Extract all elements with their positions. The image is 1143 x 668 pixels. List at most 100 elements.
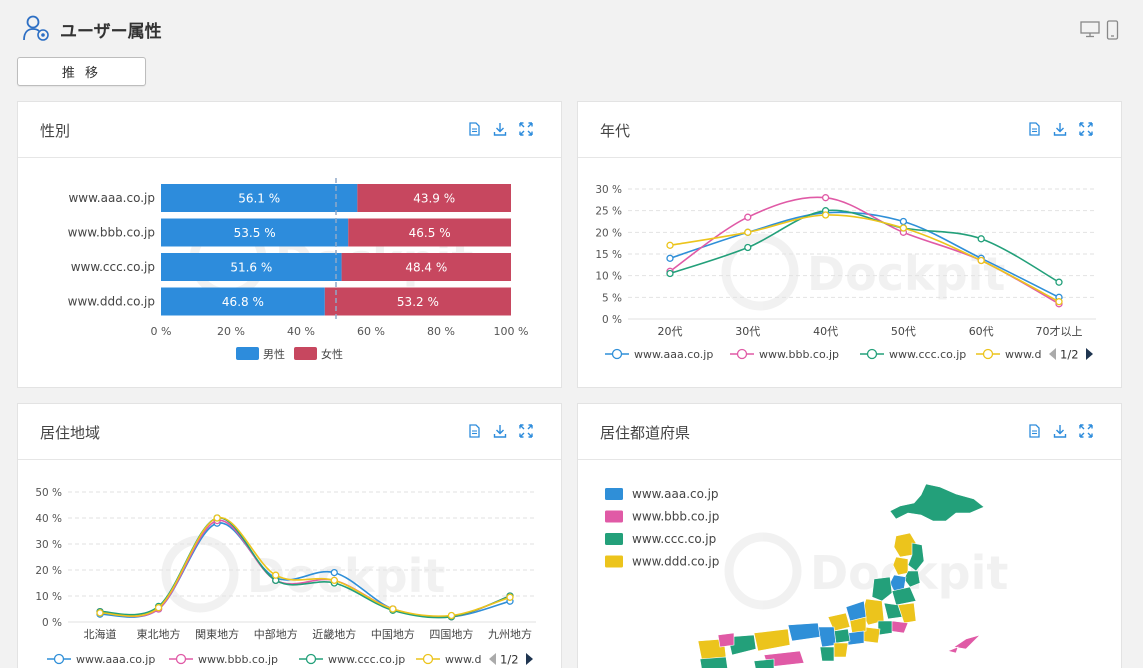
legend-item[interactable]: www.ccc.co.jp [299,653,405,666]
download-icon[interactable] [1053,424,1067,438]
bar-segment[interactable] [161,184,358,212]
legend-swatch[interactable] [236,347,259,360]
bar-segment[interactable] [161,218,349,247]
legend-item[interactable]: www.d [416,653,481,666]
hokkaido-region[interactable] [889,483,985,522]
tohoku-fukushima[interactable] [891,586,917,606]
data-point[interactable] [506,593,514,601]
legend-item[interactable]: www.aaa.co.jp [605,487,719,501]
legend-item[interactable]: www.ddd.co.jp [605,555,719,569]
kinki-osaka[interactable] [817,626,837,648]
okinawa-islands[interactable] [947,634,982,654]
document-icon[interactable] [1027,424,1041,438]
data-point[interactable] [899,217,908,226]
data-point[interactable] [330,568,338,577]
data-point[interactable] [744,213,752,221]
expand-icon[interactable] [1079,122,1093,136]
legend-prev-icon[interactable] [1049,348,1056,360]
data-point[interactable] [977,235,985,243]
kyushu-south[interactable] [699,656,728,668]
data-point[interactable] [1055,298,1063,306]
chubu-gifu[interactable] [849,616,867,634]
x-tick-label: 中国地方 [371,627,415,641]
bar-segment[interactable] [324,287,511,316]
kinki-nara[interactable] [833,642,849,658]
bar-segment[interactable] [161,253,342,281]
document-icon[interactable] [1027,122,1041,136]
series-line[interactable] [669,214,1060,303]
page-header: ユーザー属性 [22,14,162,44]
kanto-tokyo[interactable] [889,620,909,634]
data-point[interactable] [389,605,397,613]
data-point[interactable] [666,254,674,262]
y-tick-label: 20 % [595,227,622,239]
expand-icon[interactable] [519,424,533,438]
y-tick-label: 25 % [595,206,622,218]
kinki-wakayama[interactable] [819,646,835,662]
kanto-tochigi[interactable] [883,602,903,620]
data-point[interactable] [666,241,674,249]
legend-item[interactable]: www.d [976,348,1041,361]
chubu-aichi[interactable] [847,630,865,646]
data-point[interactable] [821,211,830,219]
chubu-yamanashi[interactable] [877,620,893,636]
expand-icon[interactable] [519,122,533,136]
data-point[interactable] [744,228,752,236]
data-point[interactable] [447,611,456,620]
bar-segment[interactable] [348,218,511,247]
desktop-icon[interactable] [1080,20,1100,38]
chugoku-shimane[interactable] [727,634,757,656]
legend-item[interactable]: www.aaa.co.jp [47,653,155,666]
legend-item[interactable]: www.aaa.co.jp [605,348,713,361]
bar-segment[interactable] [341,253,511,281]
legend-item[interactable]: www.bbb.co.jp [605,510,719,524]
legend-marker [736,348,748,360]
kinki-shiga[interactable] [833,628,851,644]
data-point[interactable] [744,243,752,252]
series-line[interactable] [99,517,511,617]
data-point[interactable] [154,604,163,612]
data-point[interactable] [666,269,674,278]
legend-next-icon[interactable] [526,653,533,665]
data-point[interactable] [96,609,104,617]
data-point[interactable] [899,224,908,232]
series-line[interactable] [99,517,511,619]
legend-prev-icon[interactable] [489,653,496,665]
download-icon[interactable] [493,122,507,136]
bar-segment[interactable] [357,184,511,212]
download-icon[interactable] [1053,122,1067,136]
legend-item[interactable]: www.bbb.co.jp [730,348,839,361]
data-point[interactable] [1055,278,1063,286]
legend-label[interactable]: 女性 [321,347,343,361]
tohoku-akita[interactable] [892,556,909,576]
bar-segment[interactable] [161,287,325,316]
legend-item[interactable]: www.ccc.co.jp [860,348,966,361]
kinki-kyoto[interactable] [827,612,851,632]
legend-item[interactable]: www.ccc.co.jp [605,532,716,546]
data-point[interactable] [821,194,830,202]
series-line[interactable] [669,209,1060,283]
trend-button[interactable]: 推 移 [17,57,146,86]
data-point[interactable] [213,514,221,522]
shikoku-south[interactable] [753,658,775,668]
panel-tools [467,122,533,136]
data-point[interactable] [330,576,338,585]
legend-item[interactable]: www.bbb.co.jp [169,653,278,666]
mobile-icon[interactable] [1106,20,1119,40]
kyushu-fukuoka[interactable] [717,632,735,648]
document-icon[interactable] [467,424,481,438]
legend-label: www.ddd.co.jp [632,555,719,569]
download-icon[interactable] [493,424,507,438]
legend-label[interactable]: 男性 [263,347,285,361]
kanto-niigata[interactable] [871,576,893,602]
document-icon[interactable] [467,122,481,136]
data-point[interactable] [272,571,280,579]
expand-icon[interactable] [1079,424,1093,438]
watermark-text: Dockpit [247,549,445,603]
chugoku-west[interactable] [753,628,791,652]
chugoku-east[interactable] [787,622,821,642]
legend-next-icon[interactable] [1086,348,1093,360]
x-tick-label: 近畿地方 [312,627,356,641]
legend-swatch[interactable] [294,347,317,360]
data-point[interactable] [977,256,985,265]
